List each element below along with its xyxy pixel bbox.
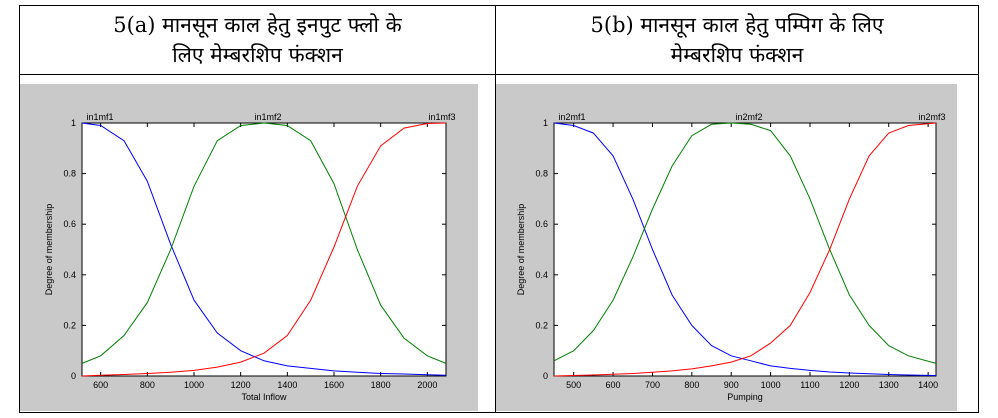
x-tick-label: 600 <box>93 380 108 390</box>
x-tick-label: 1600 <box>324 380 344 390</box>
caption-left: 5(a) मानसून काल हेतु इनपुट फ्लो के लिए म… <box>20 6 495 74</box>
mf-label-in1mf1: in1mf1 <box>86 112 113 122</box>
membership-chart-pumping: 0 0.2 0.4 0.6 0.8 1 500 600 700 800 900 1000 1100 120… <box>516 112 946 402</box>
y-tick-label: 0.2 <box>535 320 548 330</box>
x-tick-label: 500 <box>566 380 581 390</box>
x-tick-label: 700 <box>645 380 660 390</box>
caption-left-line1: 5(a) मानसून काल हेतु इनपुट फ्लो के <box>113 13 402 37</box>
x-tick-label: 600 <box>606 380 621 390</box>
x-tick-label: 2000 <box>417 380 437 390</box>
membership-curve-in1mf1 <box>81 122 447 376</box>
chart-panel-right: 0 0.2 0.4 0.6 0.8 1 500 600 700 800 900 1000 1100 120… <box>496 84 957 411</box>
x-tick-label: 1300 <box>879 380 899 390</box>
membership-curve-in2mf3 <box>553 122 937 377</box>
x-tick-label: 800 <box>684 380 699 390</box>
membership-curve-in1mf3 <box>81 122 447 377</box>
x-axis-label: Pumping <box>727 392 763 402</box>
y-tick-label: 0.4 <box>63 270 76 280</box>
mf-label-in2mf1: in2mf1 <box>558 112 585 122</box>
x-tick-label: 1200 <box>231 380 251 390</box>
y-tick-label: 0.6 <box>63 219 76 229</box>
plot-area <box>553 122 937 377</box>
membership-curve-in2mf1 <box>553 122 937 376</box>
membership-curve-in2mf2 <box>553 122 937 364</box>
y-tick-label: 0 <box>543 371 548 381</box>
y-axis-label: Degree of membership <box>44 204 54 296</box>
x-tick-label: 1800 <box>371 380 391 390</box>
x-axis-label: Total Inflow <box>241 392 287 402</box>
mf-label-in1mf3: in1mf3 <box>428 112 455 122</box>
table-divider-horizontal <box>20 74 978 75</box>
membership-curve-in1mf2 <box>81 122 447 364</box>
plot-area <box>81 122 447 377</box>
table-divider-vertical <box>495 6 496 412</box>
caption-right-line1: 5(b) मानसून काल हेतु पम्पिग के लिए <box>590 13 884 37</box>
x-tick-label: 1100 <box>800 380 819 390</box>
y-tick-label: 0.2 <box>63 320 76 330</box>
mf-label-in2mf3: in2mf3 <box>918 112 945 122</box>
y-tick-label: 1 <box>543 118 548 128</box>
y-tick-label: 0.8 <box>63 169 76 179</box>
caption-left-line2: लिए मेम्बरशिप फंक्शन <box>172 43 343 67</box>
mf-label-in2mf2: in2mf2 <box>735 112 762 122</box>
x-tick-label: 1000 <box>761 380 781 390</box>
caption-right: 5(b) मानसून काल हेतु पम्पिग के लिए मेम्ब… <box>496 6 978 74</box>
y-tick-label: 0.6 <box>535 219 548 229</box>
y-tick-label: 0 <box>71 371 76 381</box>
x-tick-label: 1400 <box>918 380 938 390</box>
mf-label-in1mf2: in1mf2 <box>254 112 281 122</box>
y-tick-label: 0.4 <box>535 270 548 280</box>
caption-right-line2: मेम्बरशिप फंक्शन <box>670 43 804 67</box>
y-tick-label: 0.8 <box>535 169 548 179</box>
x-tick-label: 900 <box>724 380 739 390</box>
x-tick-label: 800 <box>140 380 155 390</box>
x-tick-label: 1400 <box>277 380 297 390</box>
x-tick-label: 1200 <box>839 380 859 390</box>
chart-panel-left: 0 0.2 0.4 0.6 0.8 1 600 800 1000 1200 1400 1600 1800… <box>20 84 478 411</box>
y-tick-label: 1 <box>71 118 76 128</box>
y-axis-label: Degree of membership <box>516 204 526 296</box>
x-tick-label: 1000 <box>184 380 204 390</box>
figure-table: 5(a) मानसून काल हेतु इनपुट फ्लो के लिए म… <box>19 5 979 413</box>
